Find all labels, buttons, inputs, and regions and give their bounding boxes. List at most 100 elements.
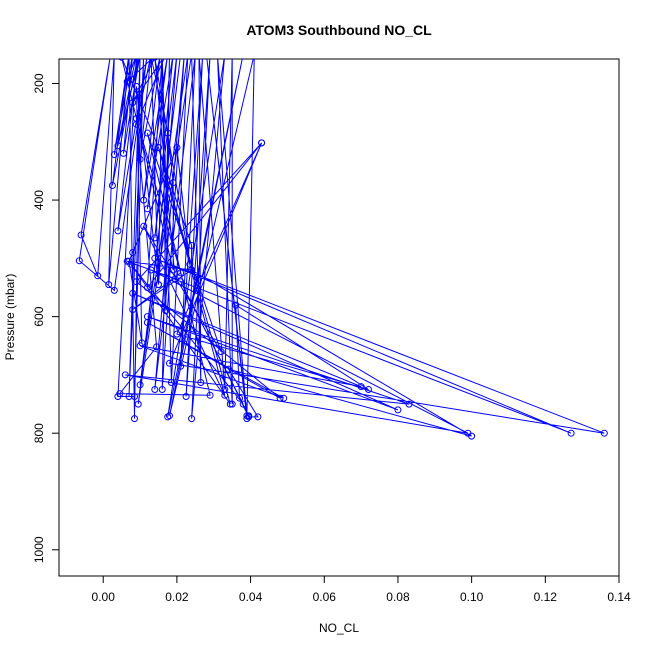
data-point (127, 260, 135, 268)
series-line (78, 59, 605, 437)
data-point (144, 51, 150, 57)
data-point (118, 59, 125, 61)
data-point (134, 400, 142, 408)
x-axis: 0.00 0.02 0.04 0.06 0.08 0.10 0.12 0.14 (92, 575, 631, 604)
data-point (140, 196, 148, 204)
data-point (188, 415, 196, 423)
data-point (221, 391, 229, 399)
data-point (203, 51, 209, 57)
data-point (206, 391, 214, 399)
data-point (110, 286, 118, 294)
data-point (136, 381, 144, 389)
plot-frame (58, 58, 620, 577)
data-point (394, 406, 402, 414)
x-tick-label: 0.08 (386, 590, 410, 604)
data-point (147, 266, 155, 274)
data-point (137, 51, 143, 57)
data-point (132, 115, 140, 122)
data-point (129, 306, 137, 314)
data-point (232, 301, 240, 309)
y-tick-label: 200 (32, 73, 46, 93)
data-point (166, 359, 173, 367)
data-point (77, 231, 85, 239)
data-point (94, 272, 102, 280)
data-point (141, 51, 147, 57)
data-point (114, 227, 122, 235)
data-point (169, 179, 177, 187)
data-point (151, 59, 158, 61)
data-point (214, 51, 220, 57)
data-point (185, 51, 191, 57)
data-point (600, 429, 608, 437)
data-point (159, 51, 165, 57)
data-point (132, 82, 140, 90)
data-point (114, 142, 122, 150)
x-tick-label: 0.12 (534, 590, 558, 604)
x-axis-label: NO_CL (319, 621, 359, 635)
data-point (254, 413, 262, 421)
y-axis: 200 400 600 800 1000 (32, 73, 60, 563)
data-point (157, 51, 163, 57)
data-point (165, 51, 171, 57)
data-point (163, 51, 169, 57)
data-point (140, 222, 148, 230)
x-tick-label: 0.14 (607, 590, 631, 604)
data-point (133, 51, 139, 57)
data-point (357, 383, 365, 391)
data-point (120, 149, 127, 157)
data-point (131, 415, 138, 423)
data-point (136, 155, 144, 163)
data-point (143, 205, 151, 213)
x-tick-label: 0.00 (92, 590, 116, 604)
x-tick-label: 0.02 (165, 590, 189, 604)
data-point (173, 144, 181, 152)
data-point (258, 139, 266, 147)
data-point (245, 412, 253, 420)
x-tick-label: 0.06 (313, 590, 337, 604)
data-point (170, 51, 176, 57)
data-point (225, 365, 232, 373)
y-tick-label: 400 (32, 190, 46, 210)
data-point (126, 51, 132, 57)
data-point (133, 51, 139, 57)
y-axis-label: Pressure (mbar) (3, 274, 17, 361)
y-tick-label: 800 (32, 423, 46, 443)
data-point (196, 51, 202, 57)
data-point (75, 257, 83, 265)
data-point (148, 59, 155, 61)
data-point (155, 144, 162, 152)
data-point (280, 394, 288, 402)
data-point (236, 394, 243, 402)
data-point (207, 51, 213, 57)
data-point (468, 432, 476, 440)
x-tick-label: 0.04 (239, 590, 263, 604)
data-point (276, 394, 284, 402)
data-series (75, 51, 608, 440)
data-point (148, 51, 154, 57)
data-point (229, 51, 235, 57)
data-point (251, 51, 257, 57)
data-point (108, 51, 114, 57)
data-point (158, 386, 166, 393)
data-point (405, 400, 413, 408)
data-point (151, 386, 159, 393)
data-point (129, 99, 137, 107)
data-point (151, 234, 159, 242)
data-point (130, 51, 136, 57)
data-point (123, 78, 131, 86)
data-point (228, 400, 236, 408)
data-point (177, 269, 185, 277)
data-point (135, 51, 141, 57)
data-point (138, 339, 146, 347)
data-point (143, 129, 151, 137)
data-point (171, 275, 179, 283)
data-point (174, 51, 180, 57)
x-tick-label: 0.10 (460, 590, 484, 604)
data-point (567, 429, 575, 437)
data-point (197, 379, 205, 386)
data-point (167, 51, 173, 57)
data-point (164, 413, 172, 421)
data-point (222, 51, 228, 57)
data-point (159, 51, 165, 57)
